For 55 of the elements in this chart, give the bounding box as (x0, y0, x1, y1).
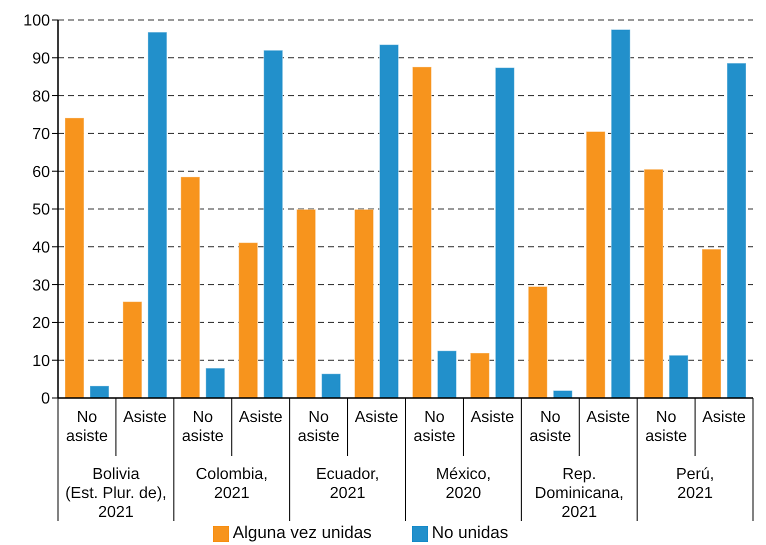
bar (586, 131, 606, 398)
bar (412, 66, 432, 398)
x-tick-label: Asiste (586, 409, 630, 426)
text: Rep. Dominicana, 2021 (534, 466, 624, 521)
x-tick-label: Asiste (354, 409, 398, 426)
y-tick-label: 90 (32, 50, 50, 68)
bar (644, 168, 664, 398)
x-tick-label: No asiste (645, 409, 688, 445)
x-tick-label: No asiste (182, 409, 224, 445)
bar (494, 67, 515, 398)
bar (147, 32, 168, 398)
x-tick-label: Asiste (702, 409, 746, 426)
text: Bolivia (Est. Plur. de), 2021 (65, 466, 167, 521)
bar (668, 354, 689, 398)
y-tick-label: 0 (41, 390, 50, 408)
bar (180, 176, 200, 398)
bar (726, 62, 747, 398)
bar (64, 117, 84, 398)
bar (263, 50, 284, 398)
legend-label: No unidas (432, 523, 508, 542)
bar (528, 286, 548, 398)
bar (470, 352, 490, 398)
bar (552, 390, 573, 398)
bar (354, 208, 374, 398)
bar (321, 373, 342, 398)
y-tick-label: 70 (32, 126, 50, 144)
text: Ecuador, 2021 (316, 466, 380, 502)
bar (122, 301, 142, 398)
bar (702, 248, 722, 398)
legend-label: Alguna vez unidas (232, 523, 372, 542)
x-tick-label: Asiste (238, 409, 283, 426)
x-tick-label: Asiste (470, 409, 514, 426)
x-tick-label: No asiste (529, 409, 572, 445)
y-tick-label: 30 (32, 277, 50, 294)
text: Perú, 2021 (676, 466, 714, 502)
text: Colombia, 2021 (196, 466, 268, 502)
x-tick-label: No asiste (66, 409, 108, 445)
x-tick-label: Asiste (123, 409, 167, 426)
bar (379, 44, 400, 398)
bar (89, 385, 110, 398)
x-tick-label: No asiste (298, 409, 340, 445)
bar (436, 350, 457, 398)
y-tick-label: 100 (23, 12, 50, 30)
x-tick-label: No asiste (414, 409, 456, 445)
bar (296, 208, 316, 398)
y-tick-label: 40 (32, 239, 50, 256)
bar (238, 242, 258, 398)
y-tick-label: 80 (32, 88, 50, 106)
y-tick-label: 10 (32, 352, 50, 370)
bar (610, 28, 631, 398)
text: México, 2020 (436, 466, 491, 502)
y-tick-label: 60 (32, 164, 50, 181)
y-tick-label: 50 (32, 202, 50, 219)
y-tick-label: 20 (32, 315, 50, 332)
bar (205, 368, 226, 398)
